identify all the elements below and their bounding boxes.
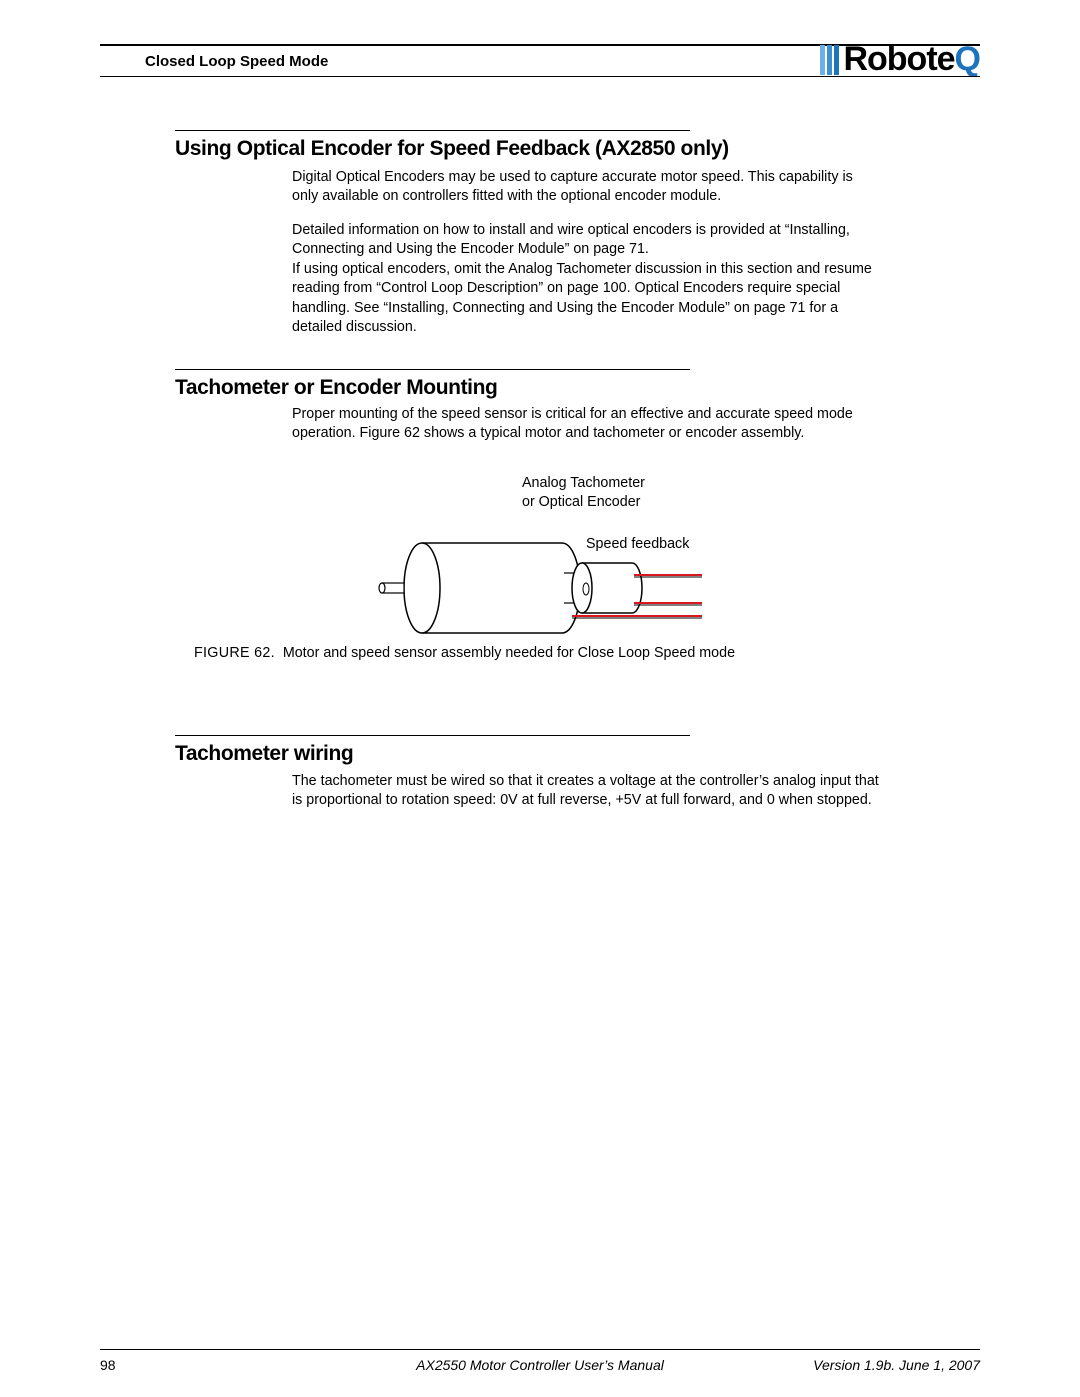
footer-right-text: Version 1.9b. June 1, 2007 xyxy=(813,1357,980,1373)
section-3-rule xyxy=(175,735,690,736)
section-2-rule xyxy=(175,369,690,370)
brand-logo: RoboteQ xyxy=(820,40,980,79)
figure-caption-text: Motor and speed sensor assembly needed f… xyxy=(283,645,735,661)
footer-rule xyxy=(100,1349,980,1350)
figure-label-top: Analog Tachometer or Optical Encoder xyxy=(522,474,645,513)
header-section-title: Closed Loop Speed Mode xyxy=(145,53,328,70)
page: Closed Loop Speed Mode RoboteQ Using Opt… xyxy=(0,0,1080,1397)
figure-caption-label: FIGURE 62. xyxy=(194,645,275,661)
section-2-paragraph-1: Proper mounting of the speed sensor is c… xyxy=(292,405,880,444)
figure-caption: FIGURE 62. Motor and speed sensor assemb… xyxy=(194,645,735,661)
logo-bar-1 xyxy=(820,45,825,75)
logo-bar-3 xyxy=(834,45,839,75)
section-1-paragraph-2: Detailed information on how to install a… xyxy=(292,221,880,260)
section-2-heading: Tachometer or Encoder Mounting xyxy=(175,376,497,400)
logo-text-main: Robote xyxy=(843,40,954,79)
section-1-heading: Using Optical Encoder for Speed Feedback… xyxy=(175,137,729,161)
section-1-rule xyxy=(175,130,690,131)
figure-label-line2: or Optical Encoder xyxy=(522,494,640,510)
figure-label-line1: Analog Tachometer xyxy=(522,475,645,491)
logo-bars-icon xyxy=(820,45,839,75)
section-1-paragraph-3: If using optical encoders, omit the Anal… xyxy=(292,260,880,337)
logo-bar-2 xyxy=(827,45,832,75)
logo-text-q: Q xyxy=(955,40,980,79)
section-1-paragraph-1: Digital Optical Encoders may be used to … xyxy=(292,168,880,207)
section-3-heading: Tachometer wiring xyxy=(175,742,353,766)
header-bottom-rule xyxy=(100,76,980,77)
section-3-paragraph-1: The tachometer must be wired so that it … xyxy=(292,772,880,811)
figure-62: Analog Tachometer or Optical Encoder Spe… xyxy=(292,458,852,658)
